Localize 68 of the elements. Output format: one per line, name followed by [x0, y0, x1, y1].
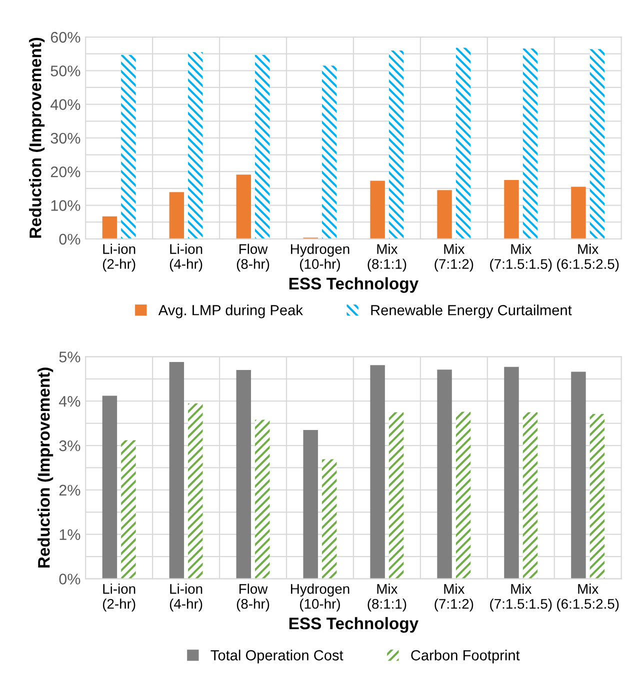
x-tick-label: Li-ion (2-hr): [102, 244, 136, 272]
bar: [456, 412, 471, 579]
bar: [388, 50, 404, 239]
x-tick-label: Li-ion (2-hr): [102, 584, 136, 612]
bar: [437, 370, 452, 579]
bar: [504, 180, 519, 239]
bar: [188, 403, 203, 579]
x-axis-title: ESS Technology: [289, 617, 419, 633]
legend-label: Renewable Energy Curtailment: [371, 304, 572, 318]
y-tick-label: 10%: [51, 200, 80, 211]
bar: [236, 174, 251, 239]
x-tick-label: Mix (6:1.5:2.5): [557, 584, 619, 612]
bar: [169, 192, 184, 239]
y-tick-label: 5%: [59, 352, 80, 362]
y-tick-label: 0%: [59, 234, 80, 245]
y-tick-label: 0%: [59, 574, 80, 584]
y-tick-label: 1%: [60, 529, 80, 540]
bar: [370, 180, 385, 239]
bar: [188, 52, 203, 239]
bar: [303, 430, 318, 579]
legend-label: Carbon Footprint: [411, 650, 520, 664]
bar: [102, 216, 118, 239]
x-tick-label: Mix (7:1.5:1.5): [490, 584, 552, 612]
x-tick-label: Hydrogen (10-hr): [291, 584, 350, 612]
bar: [437, 190, 452, 239]
x-tick-label: Mix (6:1.5:2.5): [557, 244, 619, 272]
bar: [322, 66, 337, 239]
x-tick-label: Flow (8-hr): [236, 244, 270, 272]
x-tick-label: Li-ion (4-hr): [170, 244, 202, 272]
bar: [236, 370, 251, 579]
x-axis-title: ESS Technology: [289, 277, 419, 293]
bar: [571, 372, 586, 579]
bar: [255, 54, 270, 239]
legend-label: Avg. LMP during Peak: [158, 304, 303, 318]
bar: [590, 49, 605, 239]
bar: [456, 48, 471, 239]
x-tick-label: Mix (7:1:2): [434, 244, 474, 272]
x-tick-label: Mix (8:1:1): [368, 244, 406, 272]
bar: [169, 362, 184, 579]
y-tick-label: 2%: [59, 484, 80, 496]
x-tick-label: Flow (8-hr): [236, 584, 270, 612]
bar: [522, 48, 538, 239]
bar: [571, 186, 586, 239]
x-tick-label: Mix (8:1:1): [368, 584, 406, 612]
bar: [322, 459, 337, 579]
bar: [370, 365, 385, 579]
y-tick-label: 50%: [50, 66, 80, 76]
y-axis-title: Reduction (Improvement): [38, 368, 54, 568]
bar: [388, 412, 404, 579]
x-tick-label: Li-ion (4-hr): [170, 584, 202, 612]
bar: [522, 412, 538, 579]
y-tick-label: 20%: [50, 166, 80, 178]
y-tick-label: 3%: [59, 440, 80, 452]
y-tick-label: 4%: [59, 396, 80, 407]
y-tick-label: 30%: [50, 132, 80, 144]
x-tick-label: Mix (7:1.5:1.5): [490, 244, 552, 272]
bar: [504, 366, 519, 579]
bar: [121, 440, 136, 579]
legend-label: Total Operation Cost: [210, 650, 344, 664]
x-tick-label: Hydrogen (10-hr): [291, 244, 350, 272]
bar: [590, 414, 605, 579]
y-axis-title: Reduction (Improvement): [29, 38, 45, 238]
x-tick-label: Mix (7:1:2): [434, 584, 474, 612]
y-tick-label: 60%: [50, 32, 80, 43]
bar: [121, 54, 136, 239]
bar: [255, 420, 270, 579]
y-tick-label: 40%: [50, 99, 80, 110]
bar: [102, 396, 118, 579]
